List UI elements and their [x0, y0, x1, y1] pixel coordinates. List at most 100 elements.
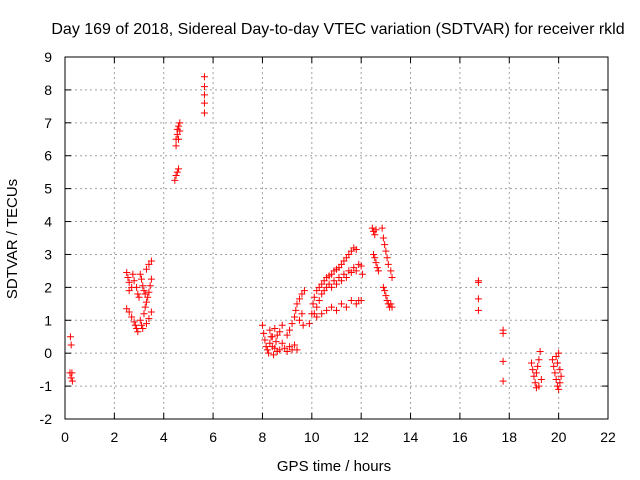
data-point — [371, 231, 379, 239]
data-point — [555, 349, 563, 357]
data-point — [295, 295, 303, 303]
data-point — [175, 135, 183, 143]
data-point — [551, 369, 559, 377]
data-point — [276, 328, 284, 336]
data-point — [175, 122, 183, 130]
data-point — [278, 321, 286, 329]
data-point — [556, 379, 564, 387]
data-point — [298, 310, 306, 318]
data-point — [141, 303, 149, 311]
data-point — [172, 142, 180, 150]
data-point — [147, 257, 155, 265]
data-point — [499, 377, 507, 385]
data-point — [318, 310, 326, 318]
data-point — [133, 283, 141, 291]
y-tick-label: 2 — [44, 279, 52, 295]
data-point — [293, 300, 301, 308]
data-point — [474, 295, 482, 303]
data-point — [138, 275, 146, 283]
data-point — [536, 348, 544, 356]
data-point — [310, 293, 318, 301]
data-point — [333, 280, 340, 288]
data-point — [333, 306, 340, 314]
data-point — [532, 384, 540, 392]
data-point — [342, 303, 350, 311]
data-point — [535, 356, 543, 364]
data-point — [291, 341, 299, 349]
data-point — [270, 351, 278, 359]
data-point — [125, 278, 133, 286]
data-point — [200, 91, 208, 99]
data-point — [323, 306, 331, 314]
data-point — [145, 315, 153, 323]
data-point — [134, 290, 142, 298]
y-tick-label: 5 — [44, 181, 52, 197]
x-tick-label: 12 — [353, 429, 369, 445]
x-tick-label: 8 — [259, 429, 267, 445]
data-point — [499, 357, 507, 365]
data-point — [176, 119, 184, 127]
y-tick-label: 1 — [44, 312, 52, 328]
data-point — [67, 341, 75, 349]
data-point — [379, 283, 387, 291]
data-point — [139, 325, 147, 332]
data-point — [200, 99, 208, 107]
data-point — [266, 326, 274, 334]
y-tick-label: 0 — [44, 345, 52, 361]
data-point — [140, 287, 148, 295]
data-point — [384, 260, 392, 268]
data-point — [548, 356, 556, 364]
data-point — [123, 269, 131, 277]
x-tick-label: 10 — [304, 429, 320, 445]
data-point — [139, 282, 147, 290]
x-tick-label: 22 — [600, 429, 616, 445]
data-point — [378, 224, 386, 232]
data-point — [337, 277, 345, 285]
data-point — [358, 270, 366, 278]
data-point — [295, 316, 303, 324]
data-point — [309, 300, 317, 308]
data-point — [261, 336, 269, 344]
y-tick-label: 4 — [44, 214, 52, 230]
data-point — [552, 376, 560, 384]
data-point — [271, 325, 279, 332]
x-tick-label: 14 — [403, 429, 419, 445]
data-point — [305, 320, 313, 328]
data-point — [138, 321, 146, 329]
data-point — [140, 310, 148, 318]
data-point — [134, 328, 142, 336]
data-point — [373, 264, 381, 272]
data-point — [145, 288, 153, 296]
x-tick-label: 20 — [551, 429, 567, 445]
data-point — [387, 267, 395, 275]
data-point — [313, 313, 321, 321]
chart-title: Day 169 of 2018, Sidereal Day-to-day VTE… — [51, 21, 624, 38]
data-point — [388, 273, 396, 281]
data-point — [278, 339, 286, 347]
data-point — [368, 224, 376, 232]
data-point — [499, 329, 507, 337]
data-point — [474, 306, 482, 314]
data-point — [531, 379, 539, 387]
x-tick-label: 4 — [160, 429, 168, 445]
data-point — [130, 277, 138, 285]
data-point — [268, 333, 276, 341]
data-point — [352, 267, 360, 275]
data-point — [265, 349, 273, 357]
data-point — [276, 346, 284, 354]
x-tick-label: 2 — [110, 429, 118, 445]
data-point — [370, 250, 378, 258]
data-point — [129, 270, 137, 278]
data-point — [315, 297, 323, 305]
data-point — [258, 321, 266, 329]
data-point — [291, 313, 299, 321]
y-tick-label: -1 — [40, 378, 53, 394]
data-point — [130, 318, 138, 326]
data-point — [171, 176, 179, 184]
data-point — [529, 366, 537, 374]
data-point — [347, 297, 355, 305]
data-point — [328, 303, 336, 311]
data-point — [286, 326, 294, 334]
data-point — [263, 346, 271, 354]
